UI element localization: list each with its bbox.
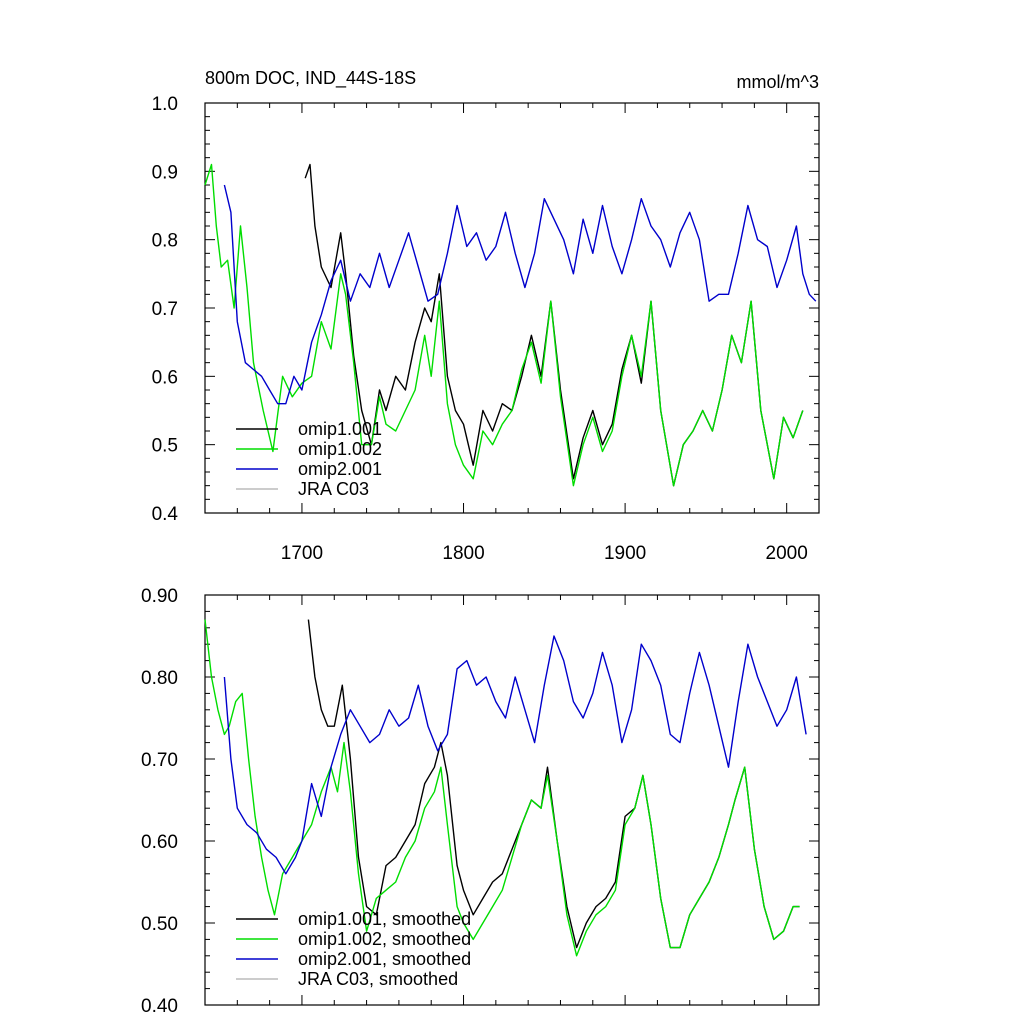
top-ytick-label: 0.7 [152, 299, 178, 320]
bottom-series [204, 619, 807, 957]
bottom-ytick-label: 0.60 [141, 832, 178, 853]
bottom-ytick-label: 0.40 [141, 996, 178, 1017]
top-ticks: 0.4 0.5 0.6 0.7 0.8 0.9 1.0 1700 1800 1900 2000 [152, 94, 820, 564]
top-xtick-label: 1900 [604, 543, 646, 564]
top-ytick-label: 0.5 [152, 436, 178, 457]
bottom-ytick-label: 0.90 [141, 586, 178, 607]
bottom-legend-label: omip2.001, smoothed [298, 949, 471, 969]
top-xtick-label: 1700 [281, 543, 323, 564]
bottom-ytick-label: 0.50 [141, 914, 178, 935]
bottom-legend-label: JRA C03, smoothed [298, 969, 458, 989]
top-chart-title: 800m DOC, IND_44S-18S [205, 68, 416, 89]
bottom-legend-label: omip1.002, smoothed [298, 929, 471, 949]
bottom-series-line-3 [223, 635, 807, 875]
top-panel: 800m DOC, IND_44S-18S mmol/m^3 0.4 0.5 0.6… [152, 68, 820, 564]
top-ytick-label: 1.0 [152, 94, 178, 115]
top-xtick-label: 2000 [766, 543, 808, 564]
top-legend-label: JRA C03 [298, 479, 369, 499]
top-series [204, 163, 817, 487]
bottom-series-line-1 [307, 619, 800, 949]
bottom-ytick-label: 0.70 [141, 750, 178, 771]
top-series-line-2 [204, 163, 804, 487]
top-xtick-label: 1800 [442, 543, 484, 564]
top-ytick-label: 0.6 [152, 367, 178, 388]
bottom-ticks: 0.40 0.50 0.60 0.70 0.80 0.90 [141, 586, 820, 1017]
bottom-ytick-label: 0.80 [141, 668, 178, 689]
top-chart-units: mmol/m^3 [737, 72, 819, 92]
bottom-plot-frame [204, 594, 820, 1006]
top-ytick-label: 0.8 [152, 231, 178, 252]
bottom-legend-label: omip1.001, smoothed [298, 909, 471, 929]
top-legend-label: omip2.001 [298, 459, 382, 479]
top-series-line-3 [223, 184, 817, 405]
top-legend-label: omip1.001 [298, 419, 382, 439]
top-ytick-label: 0.4 [152, 504, 179, 525]
bottom-panel: 0.40 0.50 0.60 0.70 0.80 0.90 omip1.001, smoo… [141, 586, 820, 1017]
bottom-series-line-2 [204, 619, 800, 957]
top-ytick-label: 0.9 [152, 162, 178, 183]
top-legend-label: omip1.002 [298, 439, 382, 459]
